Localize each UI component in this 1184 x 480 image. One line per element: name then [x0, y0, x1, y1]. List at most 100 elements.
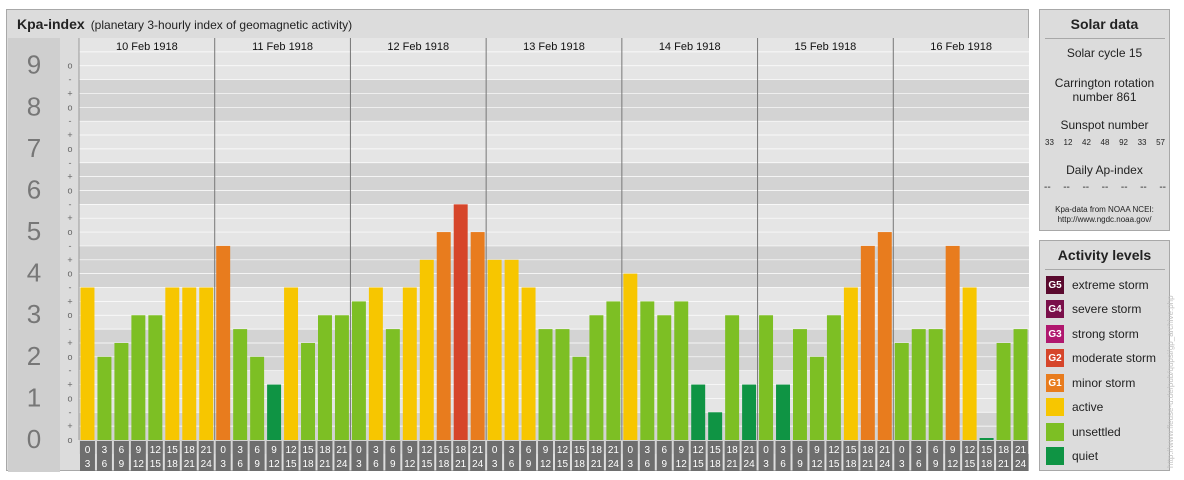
interval-start-label: 15	[438, 445, 450, 456]
interval-cell	[758, 441, 774, 471]
legend-label: strong storm	[1072, 327, 1139, 341]
interval-start-label: 6	[526, 445, 532, 456]
y-subtick-label: o	[67, 310, 72, 320]
interval-end-label: 6	[780, 459, 786, 470]
y-subtick-label: +	[67, 130, 72, 140]
kpa-chart-panel: Kpa-index (planetary 3-hourly index of ge…	[6, 9, 1029, 472]
kp-bar	[114, 342, 129, 440]
data-source-link[interactable]: http://www.ngdc.noaa.gov/	[1057, 215, 1152, 224]
y-subtick-label: -	[69, 75, 72, 85]
interval-start-label: 3	[373, 445, 379, 456]
kp-bar	[606, 301, 621, 440]
kp-bar	[911, 329, 926, 440]
interval-cell	[198, 441, 214, 471]
interval-start-label: 15	[574, 445, 586, 456]
interval-end-label: 3	[85, 459, 91, 470]
interval-end-label: 21	[591, 459, 603, 470]
kp-bar	[318, 315, 332, 440]
interval-cell	[996, 441, 1012, 471]
interval-cell	[826, 441, 842, 471]
y-subtick-label: -	[69, 366, 72, 376]
interval-start-label: 21	[1015, 445, 1027, 456]
y-subtick-label: o	[67, 352, 72, 362]
y-subtick-label: -	[69, 407, 72, 417]
interval-start-label: 3	[237, 445, 243, 456]
interval-cell	[894, 441, 910, 471]
interval-start-label: 9	[271, 445, 277, 456]
interval-cell	[775, 441, 791, 471]
interval-start-label: 6	[119, 445, 125, 456]
interval-start-label: 21	[879, 445, 891, 456]
y-subtick-label: +	[67, 421, 72, 431]
kp-bar	[623, 273, 638, 440]
y-subtick-label: +	[67, 88, 72, 98]
interval-end-label: 12	[269, 459, 281, 470]
legend-swatch-quiet	[1046, 447, 1064, 465]
interval-start-label: 21	[744, 445, 756, 456]
day-label: 12 Feb 1918	[387, 41, 449, 53]
y-subtick-label: o	[67, 144, 72, 154]
legend-item-quiet: quiet	[1046, 446, 1098, 466]
interval-end-label: 24	[336, 459, 348, 470]
interval-end-label: 24	[472, 459, 484, 470]
interval-end-label: 21	[862, 459, 874, 470]
interval-start-label: 12	[557, 445, 569, 456]
data-source-label: Kpa-data from NOAA NCEI:	[1055, 205, 1154, 214]
interval-end-label: 15	[828, 459, 840, 470]
solar-title-divider	[1045, 38, 1165, 39]
interval-cell	[130, 441, 146, 471]
y-tick-label: 0	[27, 424, 41, 454]
kp-bar	[793, 329, 807, 440]
interval-cell	[436, 441, 452, 471]
y-subtick-label: +	[67, 338, 72, 348]
kp-bar	[674, 301, 689, 440]
interval-end-label: 15	[421, 459, 433, 470]
interval-end-label: 12	[540, 459, 552, 470]
kp-bar	[131, 315, 146, 440]
kp-bar	[725, 315, 740, 440]
y-subtick-label: +	[67, 296, 72, 306]
legend-label: severe storm	[1072, 302, 1142, 316]
legend-label: minor storm	[1072, 376, 1136, 390]
y-subtick-label: -	[69, 324, 72, 334]
interval-start-label: 6	[661, 445, 667, 456]
interval-cell	[368, 441, 384, 471]
day-label: 13 Feb 1918	[523, 41, 585, 53]
interval-cell	[147, 441, 163, 471]
interval-cell	[555, 441, 570, 471]
y-subtick-label: -	[69, 241, 72, 251]
interval-cell	[283, 441, 299, 471]
interval-cell	[741, 441, 757, 471]
kp-bar	[945, 245, 960, 440]
carrington-rotation-label: Carrington rotation	[1054, 76, 1155, 90]
interval-end-label: 15	[150, 459, 162, 470]
y-tick-label: 5	[27, 216, 41, 246]
y-subtick-label: +	[67, 255, 72, 265]
interval-cell	[877, 441, 893, 471]
interval-end-label: 3	[628, 459, 634, 470]
interval-end-label: 9	[526, 459, 532, 470]
y-tick-label: 9	[27, 50, 41, 80]
interval-cell	[622, 441, 638, 471]
day-label: 16 Feb 1918	[930, 41, 992, 53]
interval-end-label: 18	[574, 459, 586, 470]
interval-start-label: 9	[678, 445, 684, 456]
interval-start-label: 9	[950, 445, 956, 456]
interval-end-label: 12	[947, 459, 959, 470]
interval-cell	[215, 441, 231, 471]
interval-end-label: 9	[933, 459, 939, 470]
interval-start-label: 21	[472, 445, 484, 456]
interval-end-label: 21	[998, 459, 1010, 470]
kp-bar	[860, 245, 875, 440]
kp-bar	[657, 315, 672, 440]
kp-band	[79, 121, 1029, 163]
y-axis-column	[8, 38, 60, 472]
kp-bar	[334, 315, 349, 440]
interval-end-label: 24	[201, 459, 213, 470]
daily-ap-values: -- -- -- -- -- -- --	[1044, 182, 1166, 193]
kp-bar	[640, 301, 655, 440]
interval-start-label: 3	[916, 445, 922, 456]
y-subtick-label: -	[69, 158, 72, 168]
legend-label: unsettled	[1072, 425, 1121, 439]
interval-end-label: 6	[237, 459, 243, 470]
